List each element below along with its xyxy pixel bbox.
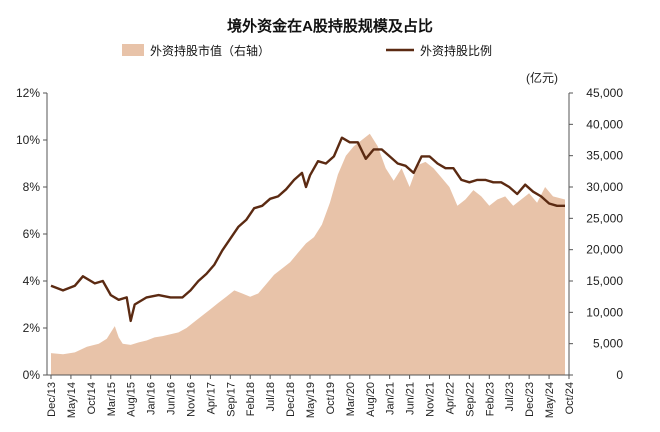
x-tick-label: Oct/24 bbox=[564, 382, 576, 414]
x-tick-label: Jun/21 bbox=[405, 382, 417, 415]
legend-label-area: 外资持股市值（右轴） bbox=[150, 43, 270, 58]
x-tick-label: Sep/22 bbox=[464, 382, 476, 417]
left-tick-label: 12% bbox=[16, 86, 40, 100]
x-tick-label: May/19 bbox=[305, 382, 317, 418]
right-tick-label: 25,000 bbox=[586, 211, 623, 225]
x-tick-label: Dec/18 bbox=[285, 382, 297, 417]
x-tick-label: Mar/20 bbox=[345, 382, 357, 416]
x-tick-label: Aug/15 bbox=[126, 382, 138, 417]
right-tick-label: 40,000 bbox=[586, 117, 623, 131]
x-tick-label: Aug/20 bbox=[365, 382, 377, 417]
x-axis-ticks: Dec/13 May/14 Oct/14 Mar/15 Aug/15 Jan/16 Jun/… bbox=[46, 375, 576, 418]
x-tick-label: Oct/14 bbox=[86, 382, 98, 414]
left-tick-label: 8% bbox=[23, 180, 41, 194]
plot-area bbox=[50, 133, 565, 375]
legend-swatch-area bbox=[122, 44, 144, 56]
right-tick-label: 15,000 bbox=[586, 274, 623, 288]
legend-label-line: 外资持股比例 bbox=[420, 43, 492, 58]
legend: 外资持股市值（右轴） 外资持股比例 bbox=[122, 43, 492, 58]
x-tick-label: Jul/23 bbox=[504, 382, 516, 411]
x-tick-label: Dec/23 bbox=[524, 382, 536, 417]
x-tick-label: Feb/18 bbox=[245, 382, 257, 416]
right-tick-label: 30,000 bbox=[586, 180, 623, 194]
chart-title: 境外资金在A股持股规模及占比 bbox=[227, 17, 433, 35]
right-axis-ticks: 0 5,000 10,000 15,000 20,000 25,000 30,000 35,0… bbox=[569, 86, 623, 382]
x-tick-label: May/24 bbox=[544, 382, 556, 418]
x-tick-label: May/14 bbox=[66, 382, 78, 418]
left-axis-ticks: 0% 2% 4% 6% 8% 10% 12% bbox=[16, 86, 47, 382]
right-tick-label: 10,000 bbox=[586, 305, 623, 319]
area-series-foreign-holding-value bbox=[51, 133, 565, 375]
x-tick-label: Dec/13 bbox=[46, 382, 58, 417]
x-tick-label: Nov/16 bbox=[185, 382, 197, 417]
left-tick-label: 10% bbox=[16, 133, 40, 147]
right-axis-unit: (亿元) bbox=[526, 70, 558, 85]
x-tick-label: Jan/21 bbox=[385, 382, 397, 415]
right-tick-label: 45,000 bbox=[586, 86, 623, 100]
right-tick-label: 20,000 bbox=[586, 243, 623, 257]
left-tick-label: 2% bbox=[23, 321, 41, 335]
left-tick-label: 6% bbox=[23, 227, 41, 241]
x-tick-label: Jan/16 bbox=[146, 382, 158, 415]
x-tick-label: Sep/17 bbox=[225, 382, 237, 417]
x-tick-label: Apr/22 bbox=[444, 382, 456, 414]
x-tick-label: Apr/17 bbox=[205, 382, 217, 414]
right-tick-label: 0 bbox=[616, 368, 623, 382]
right-tick-label: 5,000 bbox=[593, 337, 623, 351]
left-tick-label: 0% bbox=[23, 368, 41, 382]
x-tick-label: Jun/16 bbox=[166, 382, 178, 415]
x-tick-label: Nov/21 bbox=[425, 382, 437, 417]
x-tick-label: Jul/18 bbox=[265, 382, 277, 411]
x-tick-label: Feb/23 bbox=[484, 382, 496, 416]
x-tick-label: Mar/15 bbox=[106, 382, 118, 416]
left-tick-label: 4% bbox=[23, 274, 41, 288]
right-tick-label: 35,000 bbox=[586, 149, 623, 163]
x-tick-label: Oct/19 bbox=[325, 382, 337, 414]
line-series-foreign-holding-ratio bbox=[50, 136, 565, 323]
